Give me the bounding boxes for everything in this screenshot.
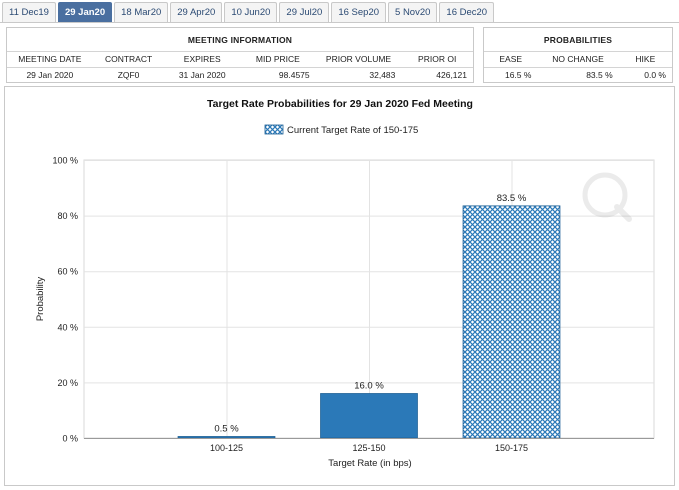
tab-18-mar20[interactable]: 18 Mar20 [114,2,169,22]
tab-29-apr20[interactable]: 29 Apr20 [170,2,223,22]
mid-price-value: 98.4575 [278,70,310,80]
no-change-value: 83.5 % [586,70,613,80]
tab-divider [0,22,679,23]
tab-16-dec20[interactable]: 16 Dec20 [439,2,495,22]
tab-11-dec19[interactable]: 11 Dec19 [2,2,56,22]
legend-swatch [264,124,284,135]
meeting-date-value: 29 Jan 2020 [26,70,74,80]
header-expires: EXPIRES [164,52,241,68]
y-tick-label: 20 % [57,378,78,388]
probabilities-header-row: EASE NO CHANGE HIKE [484,52,672,68]
bar-value-label: 83.5 % [497,193,527,204]
header-ease: EASE [484,52,538,68]
ease-value: 16.5 % [504,70,532,80]
x-tick-label: 150-175 [495,443,528,453]
tab-16-sep20[interactable]: 16 Sep20 [331,2,387,22]
y-tick-label: 40 % [57,322,78,332]
watermark-logo [582,172,632,222]
y-axis-label: Probability [35,277,46,322]
y-tick-label: 80 % [57,211,78,221]
chart-panel: Target Rate Probabilities for 29 Jan 202… [4,86,675,486]
x-axis: 100-125 125-150 150-175 [84,438,654,453]
probabilities-title: PROBABILITIES [484,28,672,52]
legend-label: Current Target Rate of 150-175 [287,125,418,136]
probability-bar-chart: Target Rate Probabilities for 29 Jan 202… [35,98,655,469]
meeting-header-row: MEETING DATE CONTRACT EXPIRES MID PRICE … [7,52,473,68]
bar-150-175 [462,205,561,439]
header-meeting-date: MEETING DATE [7,52,93,68]
header-prior-volume: PRIOR VOLUME [315,52,402,68]
y-tick-label: 0 % [62,434,78,444]
header-no-change: NO CHANGE [537,52,619,68]
meeting-information-panel: MEETING INFORMATION MEETING DATE CONTRAC… [6,27,474,83]
y-axis: 0 % 20 % 40 % 60 % 80 % 100 % [52,156,78,444]
expires-value: 31 Jan 2020 [178,70,226,80]
tab-29-jul20[interactable]: 29 Jul20 [279,2,330,22]
y-tick-label: 100 % [52,156,78,166]
bar-value-label: 16.0 % [354,381,384,392]
bar-125-150 [320,393,418,439]
tab-29-jan20[interactable]: 29 Jan20 [57,2,113,22]
header-mid-price: MID PRICE [240,52,316,68]
header-contract: CONTRACT [92,52,165,68]
y-tick-label: 60 % [57,267,78,277]
x-tick-label: 125-150 [352,443,385,453]
bar-value-label: 0.5 % [214,424,239,435]
chart-title: Target Rate Probabilities for 29 Jan 202… [207,98,473,110]
header-hike: HIKE [618,52,672,68]
meeting-value-row: 29 Jan 2020 ZQF0 31 Jan 2020 98.4575 32,… [7,68,473,84]
meeting-information-table: MEETING DATE CONTRACT EXPIRES MID PRICE … [7,52,473,83]
probabilities-table: EASE NO CHANGE HIKE 16.5 % 83.5 % 0.0 % [484,52,672,83]
probabilities-panel: PROBABILITIES EASE NO CHANGE HIKE 16.5 %… [483,27,673,83]
meeting-tabs: 11 Dec19 29 Jan20 18 Mar20 29 Apr20 10 Jun20… [2,2,496,22]
chart-bars: 0.5 % 16.0 % 83.5 % [177,193,561,439]
meeting-information-title: MEETING INFORMATION [7,28,473,52]
x-axis-label: Target Rate (in bps) [328,458,411,469]
hike-value: 0.0 % [644,70,666,80]
contract-value: ZQF0 [117,70,140,80]
bar-100-125 [177,436,276,439]
prior-volume-value: 32,483 [369,70,396,80]
prior-oi-value: 426,121 [436,70,467,80]
tab-5-nov20[interactable]: 5 Nov20 [388,2,438,22]
header-prior-oi: PRIOR OI [401,52,473,68]
tab-10-jun20[interactable]: 10 Jun20 [224,2,278,22]
x-tick-label: 100-125 [210,443,243,453]
probabilities-value-row: 16.5 % 83.5 % 0.0 % [484,68,672,84]
